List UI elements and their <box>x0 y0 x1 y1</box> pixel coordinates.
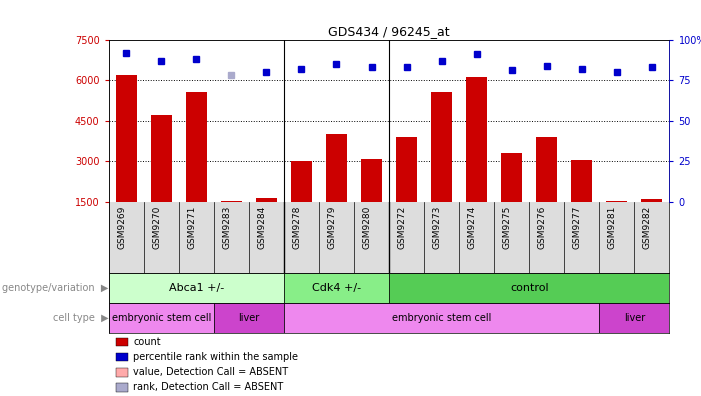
Text: rank, Detection Call = ABSENT: rank, Detection Call = ABSENT <box>133 382 283 392</box>
Text: GSM9269: GSM9269 <box>117 206 126 249</box>
Text: GSM9284: GSM9284 <box>257 206 266 249</box>
Bar <box>284 303 599 333</box>
Bar <box>466 78 487 202</box>
Bar <box>221 201 242 202</box>
Bar <box>431 92 452 202</box>
Bar <box>151 115 172 202</box>
Text: GSM9272: GSM9272 <box>397 206 407 249</box>
Bar <box>571 160 592 202</box>
Text: value, Detection Call = ABSENT: value, Detection Call = ABSENT <box>133 367 288 377</box>
Bar <box>109 303 214 333</box>
Text: GSM9283: GSM9283 <box>222 206 231 249</box>
Text: liver: liver <box>238 313 259 323</box>
Bar <box>361 159 382 202</box>
Text: embryonic stem cell: embryonic stem cell <box>111 313 211 323</box>
Bar <box>641 199 662 202</box>
Bar <box>599 303 669 333</box>
Text: control: control <box>510 283 549 293</box>
Text: GSM9279: GSM9279 <box>327 206 336 249</box>
Bar <box>109 273 284 303</box>
Text: GSM9280: GSM9280 <box>362 206 372 249</box>
Text: cell type  ▶: cell type ▶ <box>53 313 109 323</box>
Text: count: count <box>133 337 161 347</box>
Bar <box>186 92 207 202</box>
Text: Cdk4 +/-: Cdk4 +/- <box>312 283 361 293</box>
Text: liver: liver <box>624 313 645 323</box>
Bar <box>396 137 417 202</box>
Text: GSM9278: GSM9278 <box>292 206 301 249</box>
Text: GSM9273: GSM9273 <box>433 206 442 249</box>
Text: percentile rank within the sample: percentile rank within the sample <box>133 352 298 362</box>
Text: GSM9276: GSM9276 <box>538 206 547 249</box>
Bar <box>214 303 284 333</box>
Text: GSM9275: GSM9275 <box>503 206 512 249</box>
Bar <box>116 75 137 202</box>
Text: GSM9274: GSM9274 <box>468 206 477 249</box>
Text: GSM9271: GSM9271 <box>187 206 196 249</box>
Text: genotype/variation  ▶: genotype/variation ▶ <box>2 283 109 293</box>
Text: GSM9281: GSM9281 <box>608 206 617 249</box>
Text: GSM9270: GSM9270 <box>152 206 161 249</box>
Bar <box>501 153 522 202</box>
Bar <box>256 198 277 202</box>
Text: embryonic stem cell: embryonic stem cell <box>392 313 491 323</box>
Text: GSM9277: GSM9277 <box>573 206 582 249</box>
Bar <box>606 201 627 202</box>
Bar <box>326 134 347 202</box>
Title: GDS434 / 96245_at: GDS434 / 96245_at <box>328 25 450 38</box>
Bar <box>389 273 669 303</box>
Bar <box>284 273 389 303</box>
Bar <box>291 161 312 202</box>
Text: GSM9282: GSM9282 <box>643 206 652 249</box>
Bar <box>536 137 557 202</box>
Text: Abca1 +/-: Abca1 +/- <box>169 283 224 293</box>
